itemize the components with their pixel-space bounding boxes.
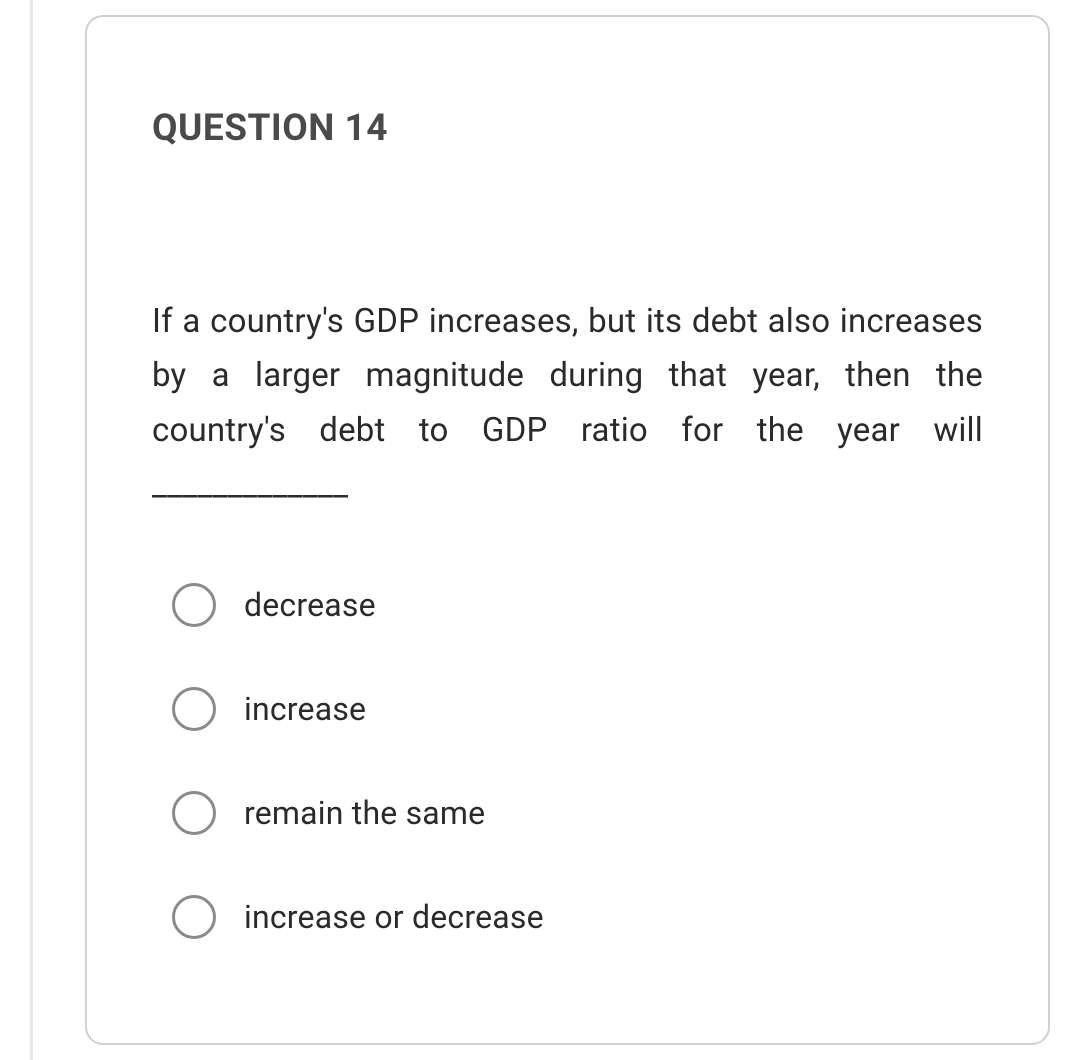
option-label: decrease (244, 586, 376, 624)
option-row-decrease[interactable]: decrease (172, 583, 983, 627)
options-container: decrease increase remain the same increa… (152, 583, 983, 939)
question-title: QUESTION 14 (152, 107, 983, 150)
radio-icon (172, 583, 216, 627)
option-row-remain-same[interactable]: remain the same (172, 791, 983, 835)
radio-icon (172, 895, 216, 939)
option-label: increase or decrease (244, 898, 544, 936)
option-row-increase-or-decrease[interactable]: increase or decrease (172, 895, 983, 939)
option-label: increase (244, 690, 366, 728)
option-label: remain the same (244, 794, 485, 832)
sidebar-divider (30, 0, 33, 1060)
radio-icon (172, 791, 216, 835)
option-row-increase[interactable]: increase (172, 687, 983, 731)
question-text: If a country's GDP increases, but its de… (152, 295, 983, 513)
question-card: QUESTION 14 If a country's GDP increases… (85, 15, 1050, 1045)
radio-icon (172, 687, 216, 731)
